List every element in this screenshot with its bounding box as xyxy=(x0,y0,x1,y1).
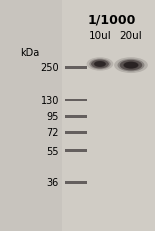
Bar xyxy=(65,181,87,184)
Text: 55: 55 xyxy=(46,146,59,156)
Text: 55: 55 xyxy=(46,146,59,156)
Ellipse shape xyxy=(94,62,106,68)
Ellipse shape xyxy=(94,62,106,67)
Text: 250: 250 xyxy=(40,63,59,73)
Bar xyxy=(65,115,87,118)
Text: 1/1000: 1/1000 xyxy=(87,14,136,27)
Ellipse shape xyxy=(117,60,144,72)
Bar xyxy=(62,0,155,231)
Ellipse shape xyxy=(114,58,148,74)
Bar xyxy=(0,0,62,231)
Text: 72: 72 xyxy=(46,128,59,138)
Text: 130: 130 xyxy=(40,95,59,106)
Ellipse shape xyxy=(89,59,111,70)
Text: 95: 95 xyxy=(46,112,59,122)
Bar xyxy=(65,99,87,102)
Text: kDa: kDa xyxy=(20,48,39,58)
Ellipse shape xyxy=(124,62,138,69)
Bar xyxy=(65,150,87,153)
Bar xyxy=(65,131,87,134)
Text: 130: 130 xyxy=(40,95,59,106)
Ellipse shape xyxy=(120,61,142,71)
Text: 20ul: 20ul xyxy=(120,31,142,41)
Text: 95: 95 xyxy=(46,112,59,122)
Text: kDa: kDa xyxy=(20,48,39,58)
Ellipse shape xyxy=(123,62,139,70)
Text: 72: 72 xyxy=(46,128,59,138)
Bar xyxy=(65,67,87,70)
Ellipse shape xyxy=(87,58,113,71)
Text: 250: 250 xyxy=(40,63,59,73)
Text: 10ul: 10ul xyxy=(89,31,111,41)
Text: 36: 36 xyxy=(47,177,59,188)
Ellipse shape xyxy=(91,60,109,69)
Text: 36: 36 xyxy=(47,177,59,188)
